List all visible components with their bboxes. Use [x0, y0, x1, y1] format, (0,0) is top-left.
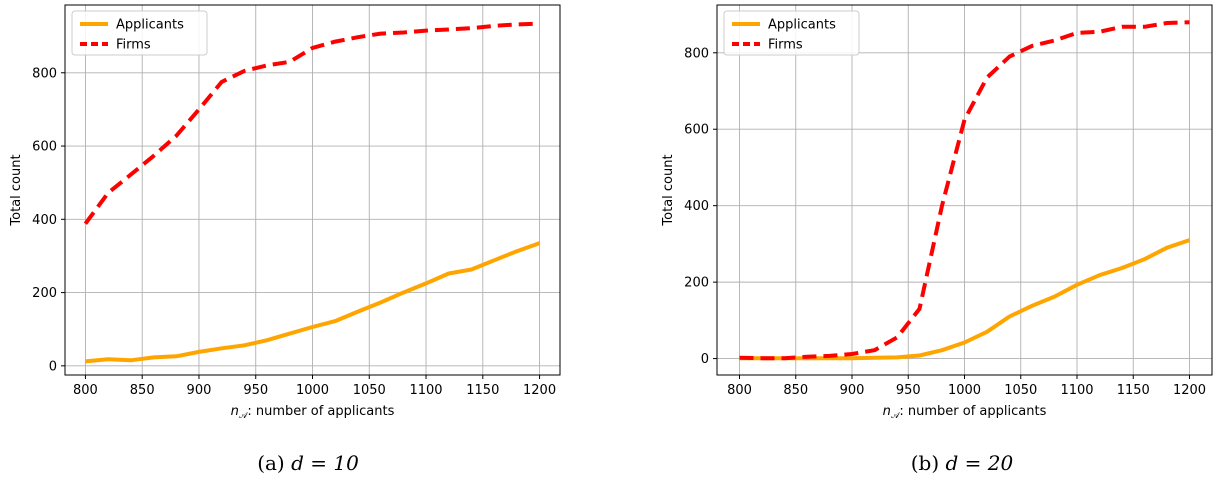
chart-a-x-axis-label-subscript: 𝒜 [239, 411, 249, 421]
chart-b-x-tick-label: 950 [896, 383, 921, 398]
chart-a-x-axis-label-text: : number of applicants [247, 404, 394, 419]
chart-a-y-axis-label: Total count [9, 154, 24, 226]
chart-a-x-tick-label: 1100 [409, 383, 442, 398]
chart-b-x-tick-label: 1100 [1060, 383, 1093, 398]
chart-a-y-tick-label: 600 [32, 140, 57, 155]
chart-b-caption-prefix: (b) [911, 451, 946, 475]
chart-panel-b: 800 850 900 950 1000 1050 1100 1150 1200 0 200 400 6… [610, 0, 1220, 485]
chart-a-x-tick-label: 950 [243, 383, 268, 398]
chart-a-legend-label-applicants: Applicants [116, 18, 184, 33]
chart-a-series-firms-line [83, 21, 540, 225]
chart-a-y-tick-label: 200 [32, 286, 57, 301]
chart-b-x-axis-label: n𝒜: number of applicants [883, 404, 1047, 421]
chart-a-x-tick-label: 800 [73, 383, 98, 398]
chart-b-series-firms-line [739, 20, 1190, 361]
chart-b-x-tick-label: 1050 [1004, 383, 1037, 398]
chart-b-legend-label-firms: Firms [768, 38, 803, 53]
chart-a-legend-label-firms: Firms [116, 38, 151, 53]
chart-b-x-axis-label-subscript: 𝒜 [891, 411, 901, 421]
chart-b-x-axis-label-math: n [883, 404, 891, 419]
chart-a-y-tick-label: 0 [49, 359, 57, 374]
chart-a-x-tick-label: 1000 [296, 383, 329, 398]
chart-b-caption-math: d = 20 [946, 451, 1014, 475]
chart-a-caption: (a) d = 10 [257, 451, 359, 475]
chart-b-y-tick-label: 200 [684, 276, 709, 291]
chart-a-x-axis-label: n𝒜: number of applicants [231, 404, 395, 421]
chart-a-caption-prefix: (a) [257, 451, 291, 475]
chart-b-x-tick-label: 800 [727, 383, 752, 398]
chart-a-x-tick-label: 1150 [466, 383, 499, 398]
chart-b-x-tick-label: 850 [783, 383, 808, 398]
chart-b-svg: 800 850 900 950 1000 1050 1100 1150 1200 0 200 400 6… [661, 4, 1213, 475]
chart-b-x-tick-label: 1150 [1117, 383, 1150, 398]
chart-b-x-tick-label: 1200 [1173, 383, 1206, 398]
chart-a-x-tick-label: 850 [130, 383, 155, 398]
chart-b-caption: (b) d = 20 [911, 451, 1014, 475]
chart-b-y-tick-label: 600 [684, 123, 709, 138]
chart-a-y-tick-label: 800 [32, 66, 57, 81]
chart-a-x-tick-label: 1050 [353, 383, 386, 398]
chart-a-svg: 800 850 900 950 1000 1050 1100 1150 1200 0 200 400 6… [9, 4, 561, 475]
chart-panel-a: 800 850 900 950 1000 1050 1100 1150 1200 0 200 400 6… [9, 4, 561, 475]
chart-a-series-applicants-line [85, 241, 541, 364]
chart-a-x-tick-label: 900 [187, 383, 212, 398]
chart-b-x-tick-label: 900 [840, 383, 865, 398]
chart-b-y-tick-label: 800 [684, 46, 709, 61]
chart-a-x-tick-label: 1200 [523, 383, 556, 398]
chart-b-legend-label-applicants: Applicants [768, 18, 836, 33]
chart-a-caption-math: d = 10 [291, 451, 359, 475]
chart-a-y-tick-label: 400 [32, 213, 57, 228]
chart-b-x-axis-label-text: : number of applicants [899, 404, 1046, 419]
chart-b-x-tick-label: 1000 [948, 383, 981, 398]
chart-b-y-tick-label: 400 [684, 199, 709, 214]
chart-a-x-axis-label-math: n [231, 404, 239, 419]
chart-b-y-tick-label: 0 [701, 352, 709, 367]
chart-b-y-axis-label: Total count [661, 154, 676, 226]
